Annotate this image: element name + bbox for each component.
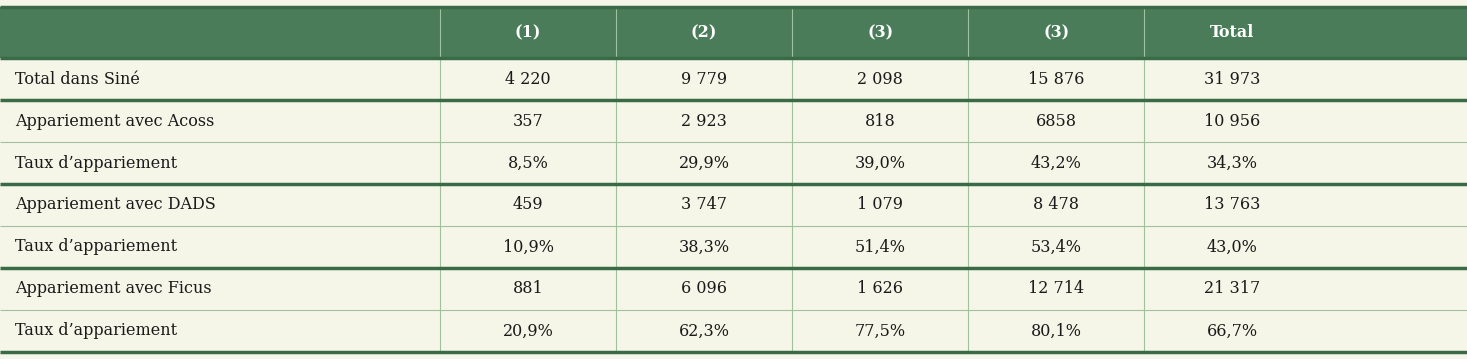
Text: 2 923: 2 923 xyxy=(681,113,728,130)
Text: (2): (2) xyxy=(691,24,717,41)
Text: 10 956: 10 956 xyxy=(1204,113,1260,130)
Text: 8 478: 8 478 xyxy=(1033,196,1080,214)
Text: 66,7%: 66,7% xyxy=(1207,322,1257,339)
Text: Taux d’appariement: Taux d’appariement xyxy=(15,154,178,172)
Text: 459: 459 xyxy=(513,196,543,214)
Text: 881: 881 xyxy=(513,280,543,297)
Text: 8,5%: 8,5% xyxy=(508,154,549,172)
Text: 6 096: 6 096 xyxy=(681,280,728,297)
Text: (1): (1) xyxy=(515,24,541,41)
Text: (3): (3) xyxy=(1043,24,1069,41)
Text: 43,0%: 43,0% xyxy=(1207,238,1257,256)
Text: Appariement avec DADS: Appariement avec DADS xyxy=(15,196,216,214)
Text: 12 714: 12 714 xyxy=(1028,280,1084,297)
Text: 2 098: 2 098 xyxy=(857,71,904,88)
Text: (3): (3) xyxy=(867,24,893,41)
Text: 1 626: 1 626 xyxy=(857,280,904,297)
Text: Taux d’appariement: Taux d’appariement xyxy=(15,322,178,339)
Text: 13 763: 13 763 xyxy=(1204,196,1260,214)
Bar xyxy=(0,7,1467,58)
Text: Total: Total xyxy=(1210,24,1254,41)
Text: 62,3%: 62,3% xyxy=(679,322,729,339)
Text: 1 079: 1 079 xyxy=(857,196,904,214)
Text: 34,3%: 34,3% xyxy=(1207,154,1257,172)
Text: 20,9%: 20,9% xyxy=(503,322,553,339)
Text: 29,9%: 29,9% xyxy=(679,154,729,172)
Text: 357: 357 xyxy=(513,113,543,130)
Text: 10,9%: 10,9% xyxy=(503,238,553,256)
Text: 818: 818 xyxy=(866,113,895,130)
Text: Total dans Siné: Total dans Siné xyxy=(15,71,139,88)
Text: 43,2%: 43,2% xyxy=(1031,154,1081,172)
Text: 53,4%: 53,4% xyxy=(1031,238,1081,256)
Text: 77,5%: 77,5% xyxy=(855,322,905,339)
Text: 51,4%: 51,4% xyxy=(855,238,905,256)
Text: Appariement avec Acoss: Appariement avec Acoss xyxy=(15,113,214,130)
Text: 4 220: 4 220 xyxy=(505,71,552,88)
Text: 3 747: 3 747 xyxy=(681,196,728,214)
Text: 6858: 6858 xyxy=(1036,113,1077,130)
Text: 80,1%: 80,1% xyxy=(1031,322,1081,339)
Text: 31 973: 31 973 xyxy=(1204,71,1260,88)
Text: Taux d’appariement: Taux d’appariement xyxy=(15,238,178,256)
Text: 9 779: 9 779 xyxy=(681,71,728,88)
Text: 39,0%: 39,0% xyxy=(855,154,905,172)
Text: 21 317: 21 317 xyxy=(1204,280,1260,297)
Text: 38,3%: 38,3% xyxy=(679,238,729,256)
Text: 15 876: 15 876 xyxy=(1028,71,1084,88)
Text: Appariement avec Ficus: Appariement avec Ficus xyxy=(15,280,211,297)
